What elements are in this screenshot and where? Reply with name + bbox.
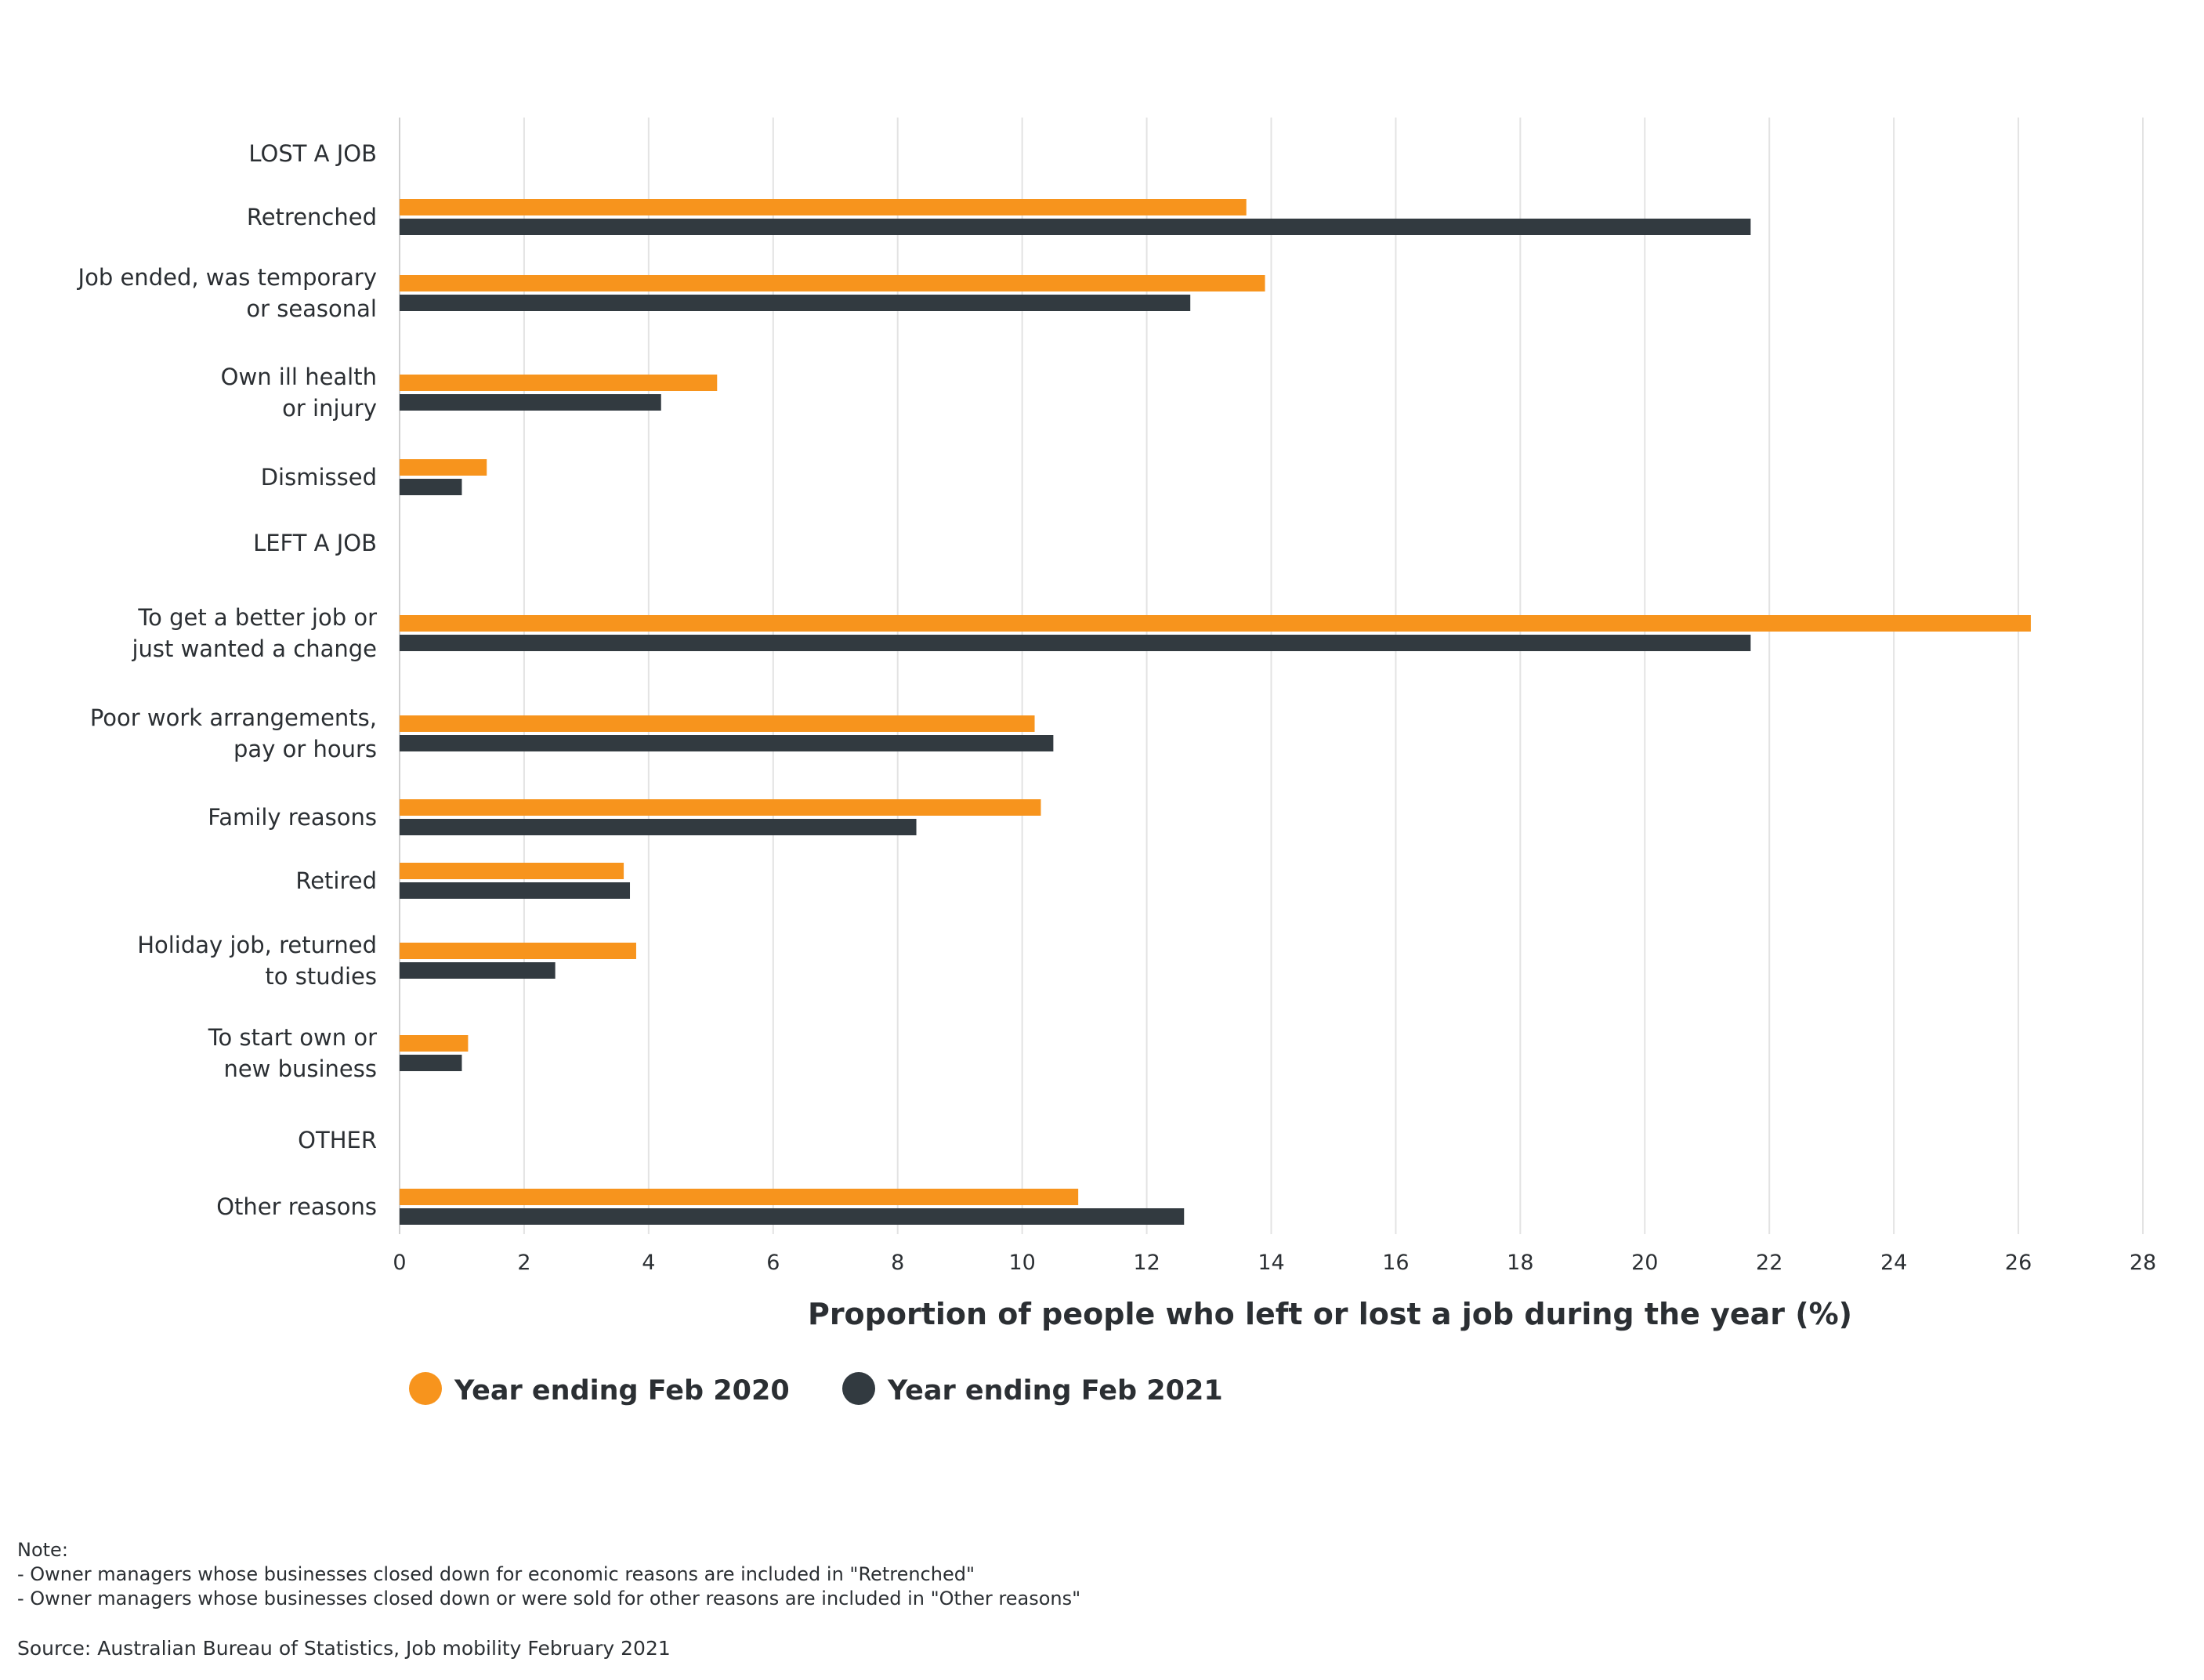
category-label-line: LOST A JOB — [248, 140, 377, 167]
category-label-line: Dismissed — [261, 464, 377, 491]
bar-feb-2021 — [400, 219, 1751, 235]
category-label: To start own or new business — [208, 1024, 377, 1082]
category-label-line: new business — [223, 1055, 377, 1082]
category-label-line: Retrenched — [247, 204, 377, 230]
x-tick-label: 12 — [1133, 1251, 1160, 1275]
x-tick-label: 4 — [642, 1251, 655, 1275]
x-tick-label: 26 — [2005, 1251, 2032, 1275]
category-label-line: Retired — [295, 867, 377, 894]
bar-feb-2020 — [400, 863, 624, 879]
bar-feb-2021 — [400, 1055, 462, 1071]
category-label: Own ill health or injury — [221, 364, 377, 422]
category-label-line: or injury — [282, 395, 377, 422]
notes-line: - Owner managers whose businesses closed… — [17, 1563, 975, 1585]
x-axis-title: Proportion of people who left or lost a … — [808, 1297, 1852, 1331]
x-tick-label: 20 — [1631, 1251, 1658, 1275]
category-labels: LOST A JOB Retrenched Job ended, was tempo… — [77, 140, 378, 1220]
category-label-line: Own ill health — [221, 364, 377, 390]
category-label-line: OTHER — [298, 1127, 377, 1153]
chart-source: Source: Australian Bureau of Statistics,… — [17, 1637, 671, 1660]
x-tick-label: 14 — [1258, 1251, 1284, 1275]
x-tick-label: 10 — [1008, 1251, 1035, 1275]
category-label-line: pay or hours — [233, 736, 377, 762]
category-label: Poor work arrangements, pay or hours — [90, 704, 377, 762]
legend: Year ending Feb 2020 Year ending Feb 2021 — [409, 1372, 1223, 1407]
bar-feb-2020 — [400, 615, 2031, 632]
category-label-line: Other reasons — [216, 1193, 377, 1220]
category-label: Retired — [295, 867, 377, 894]
legend-swatch — [409, 1372, 442, 1405]
x-tick-label: 2 — [517, 1251, 530, 1275]
x-tick-labels: 0 2 4 6 8 10 12 14 16 18 20 22 24 26 28 — [393, 1251, 2156, 1275]
category-label: OTHER — [298, 1127, 377, 1153]
category-label: Holiday job, returned to studies — [137, 932, 377, 990]
category-label: Job ended, was temporary or seasonal — [77, 264, 377, 322]
chart-notes: Note: - Owner managers whose businesses … — [17, 1538, 1080, 1611]
category-label: Family reasons — [208, 804, 377, 831]
bar-feb-2020 — [400, 275, 1265, 291]
x-tick-label: 24 — [1880, 1251, 1907, 1275]
bar-feb-2020 — [400, 1035, 469, 1052]
x-tick-label: 8 — [891, 1251, 904, 1275]
category-label: Other reasons — [216, 1193, 377, 1220]
bar-feb-2020 — [400, 799, 1041, 816]
category-label: Retrenched — [247, 204, 377, 230]
bar-feb-2021 — [400, 819, 917, 835]
bar-feb-2021 — [400, 1208, 1185, 1225]
legend-swatch — [842, 1372, 875, 1405]
notes-heading: Note: — [17, 1539, 68, 1561]
bars — [400, 199, 2031, 1225]
bar-feb-2021 — [400, 295, 1191, 311]
category-label-line: To start own or — [208, 1024, 377, 1051]
category-label-line: Holiday job, returned — [137, 932, 377, 958]
category-label: To get a better job or just wanted a chan… — [131, 604, 377, 662]
bar-feb-2021 — [400, 962, 556, 979]
x-tick-label: 28 — [2130, 1251, 2156, 1275]
bar-feb-2021 — [400, 479, 462, 495]
bar-feb-2020 — [400, 375, 718, 391]
category-label-line: To get a better job or — [137, 604, 377, 631]
category-label: LEFT A JOB — [253, 530, 377, 556]
bar-feb-2020 — [400, 943, 636, 959]
bar-feb-2020 — [400, 199, 1247, 215]
bar-feb-2021 — [400, 635, 1751, 651]
category-label-line: LEFT A JOB — [253, 530, 377, 556]
notes-line: - Owner managers whose businesses closed… — [17, 1588, 1081, 1609]
category-label-line: Poor work arrangements, — [90, 704, 377, 731]
category-label: LOST A JOB — [248, 140, 377, 167]
category-label-line: or seasonal — [246, 295, 377, 322]
bar-feb-2021 — [400, 735, 1054, 751]
category-label-line: Family reasons — [208, 804, 377, 831]
bar-feb-2021 — [400, 394, 661, 411]
legend-label: Year ending Feb 2020 — [454, 1375, 790, 1407]
category-label: Dismissed — [261, 464, 377, 491]
x-tick-label: 22 — [1756, 1251, 1782, 1275]
x-tick-label: 16 — [1382, 1251, 1409, 1275]
x-tick-label: 18 — [1507, 1251, 1533, 1275]
legend-label: Year ending Feb 2021 — [887, 1375, 1223, 1407]
bar-feb-2020 — [400, 459, 487, 476]
category-label-line: just wanted a change — [131, 635, 377, 662]
category-label-line: to studies — [265, 963, 377, 990]
bar-feb-2020 — [400, 1189, 1079, 1205]
bar-feb-2021 — [400, 882, 631, 899]
x-tick-label: 6 — [766, 1251, 780, 1275]
bar-feb-2020 — [400, 715, 1035, 732]
x-tick-label: 0 — [393, 1251, 406, 1275]
category-label-line: Job ended, was temporary — [77, 264, 377, 291]
